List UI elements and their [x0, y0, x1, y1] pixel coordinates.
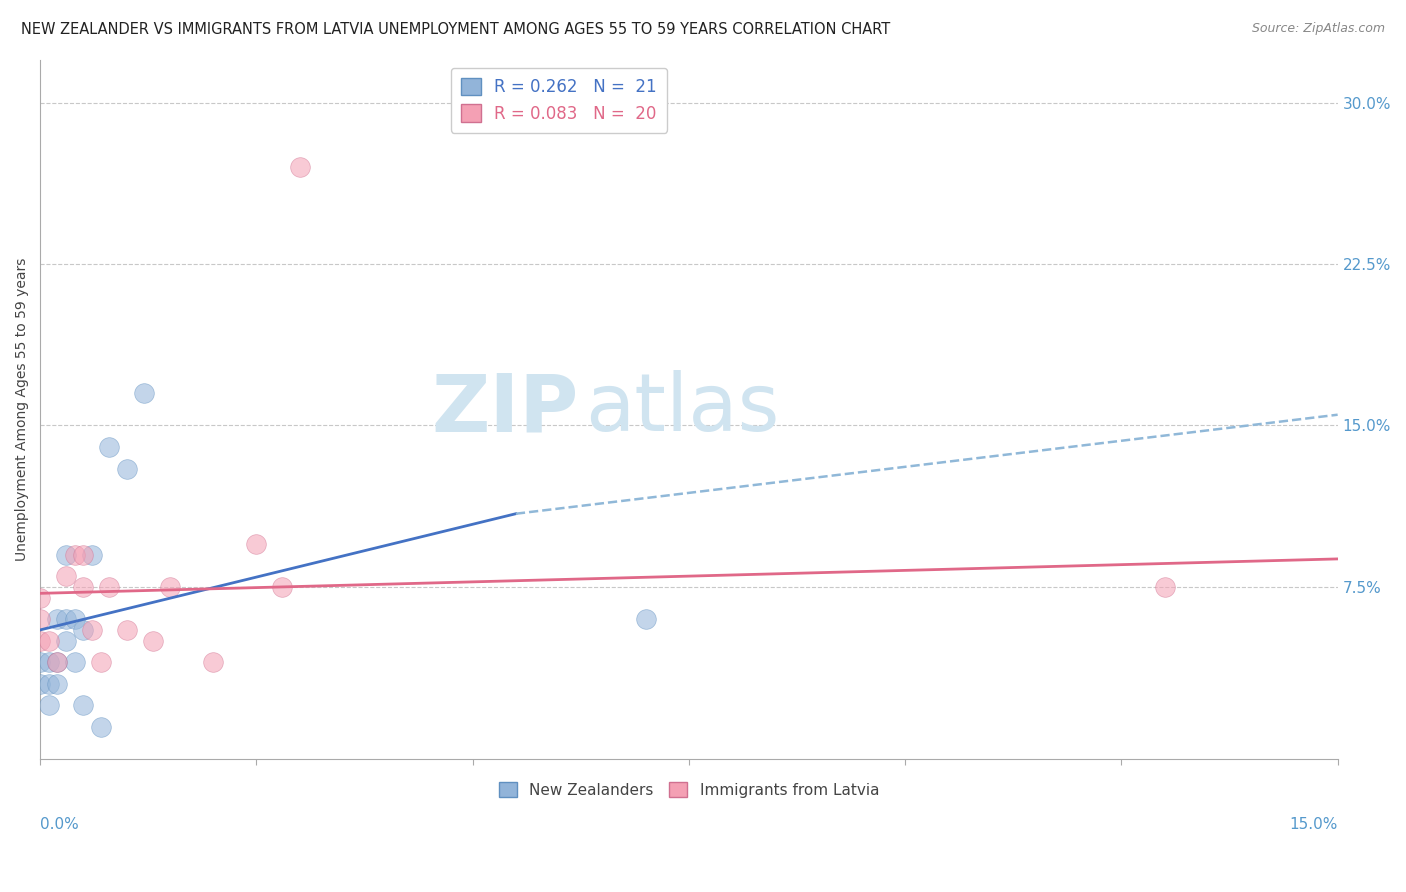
Point: [55, 612, 77, 626]
Point: [63, 612, 86, 626]
Text: Source: ZipAtlas.com: Source: ZipAtlas.com: [1251, 22, 1385, 36]
Point: [202, 655, 225, 669]
Point: [55, 633, 77, 648]
Point: [115, 623, 138, 637]
Text: 0.0%: 0.0%: [41, 817, 79, 832]
Point: [46, 612, 69, 626]
Point: [46, 655, 69, 669]
Point: [55, 569, 77, 583]
Point: [55, 548, 77, 562]
Legend: New Zealanders, Immigrants from Latvia: New Zealanders, Immigrants from Latvia: [492, 776, 886, 804]
Point: [63, 548, 86, 562]
Point: [142, 633, 165, 648]
Point: [115, 461, 138, 475]
Point: [63, 655, 86, 669]
Point: [30, 612, 52, 626]
Point: [72, 580, 94, 594]
Point: [90, 655, 112, 669]
Point: [72, 623, 94, 637]
Point: [72, 698, 94, 713]
Point: [46, 677, 69, 691]
Y-axis label: Unemployment Among Ages 55 to 59 years: Unemployment Among Ages 55 to 59 years: [15, 258, 30, 561]
Point: [38, 633, 60, 648]
Point: [38, 655, 60, 669]
Point: [38, 677, 60, 691]
Point: [98, 580, 121, 594]
Point: [271, 580, 294, 594]
Text: ZIP: ZIP: [432, 370, 579, 449]
Point: [288, 160, 311, 174]
Point: [90, 720, 112, 734]
Text: NEW ZEALANDER VS IMMIGRANTS FROM LATVIA UNEMPLOYMENT AMONG AGES 55 TO 59 YEARS C: NEW ZEALANDER VS IMMIGRANTS FROM LATVIA …: [21, 22, 890, 37]
Point: [159, 580, 181, 594]
Point: [30, 655, 52, 669]
Text: 15.0%: 15.0%: [1289, 817, 1337, 832]
Point: [80, 623, 103, 637]
Point: [30, 677, 52, 691]
Point: [38, 698, 60, 713]
Point: [132, 386, 155, 401]
Point: [30, 591, 52, 605]
Point: [80, 548, 103, 562]
Point: [245, 537, 267, 551]
Point: [634, 612, 657, 626]
Point: [30, 633, 52, 648]
Point: [1153, 580, 1175, 594]
Text: atlas: atlas: [585, 370, 779, 449]
Point: [72, 548, 94, 562]
Point: [98, 440, 121, 454]
Point: [46, 655, 69, 669]
